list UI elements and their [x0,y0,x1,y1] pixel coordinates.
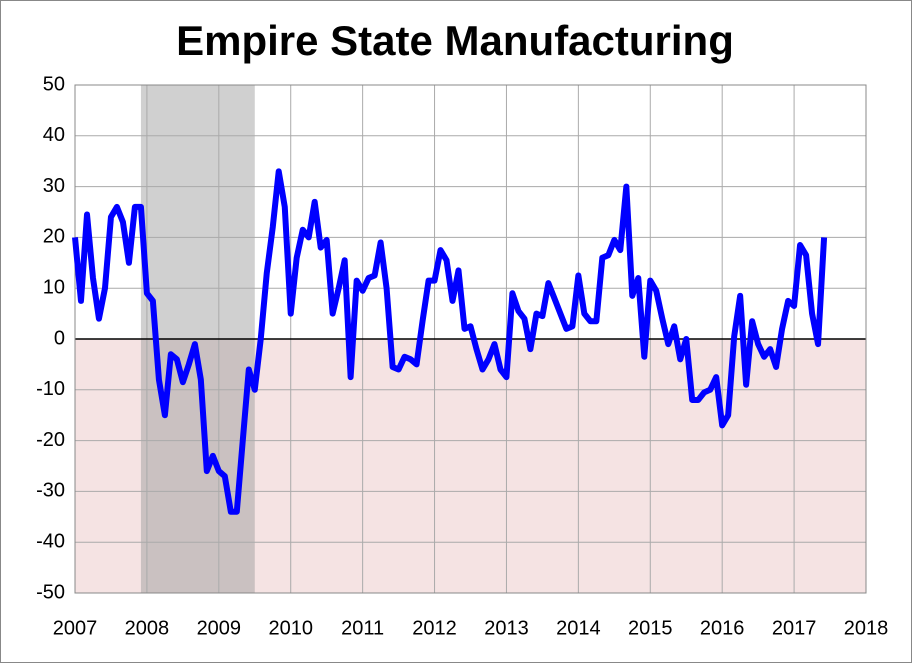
x-tick-label: 2011 [341,617,384,639]
y-tick-label: 0 [54,327,65,349]
x-tick-label: 2008 [125,617,170,639]
x-tick-label: 2012 [412,617,457,639]
x-tick-label: 2007 [53,617,98,639]
y-tick-label: -40 [36,530,65,552]
y-tick-label: -50 [36,581,65,603]
y-tick-label: 30 [43,175,65,197]
data-line [72,168,828,515]
y-tick-label: -20 [36,429,65,451]
x-tick-label: 2017 [772,617,817,639]
x-tick-label: 2018 [844,617,889,639]
y-tick-label: 10 [43,276,65,298]
chart-title: Empire State Manufacturing [176,17,734,64]
y-tick-label: -30 [36,480,65,502]
y-tick-label: -10 [36,378,65,400]
x-tick-label: 2010 [268,617,313,639]
plot-border [74,84,867,594]
x-tick-label: 2016 [700,617,745,639]
y-tick-label: 50 [43,73,65,95]
x-tick-label: 2014 [556,617,601,639]
y-tick-label: 40 [43,124,65,146]
x-tick-label: 2013 [484,617,529,639]
y-tick-label: 20 [43,226,65,248]
x-tick-label: 2009 [197,617,242,639]
x-tick-label: 2015 [628,617,673,639]
